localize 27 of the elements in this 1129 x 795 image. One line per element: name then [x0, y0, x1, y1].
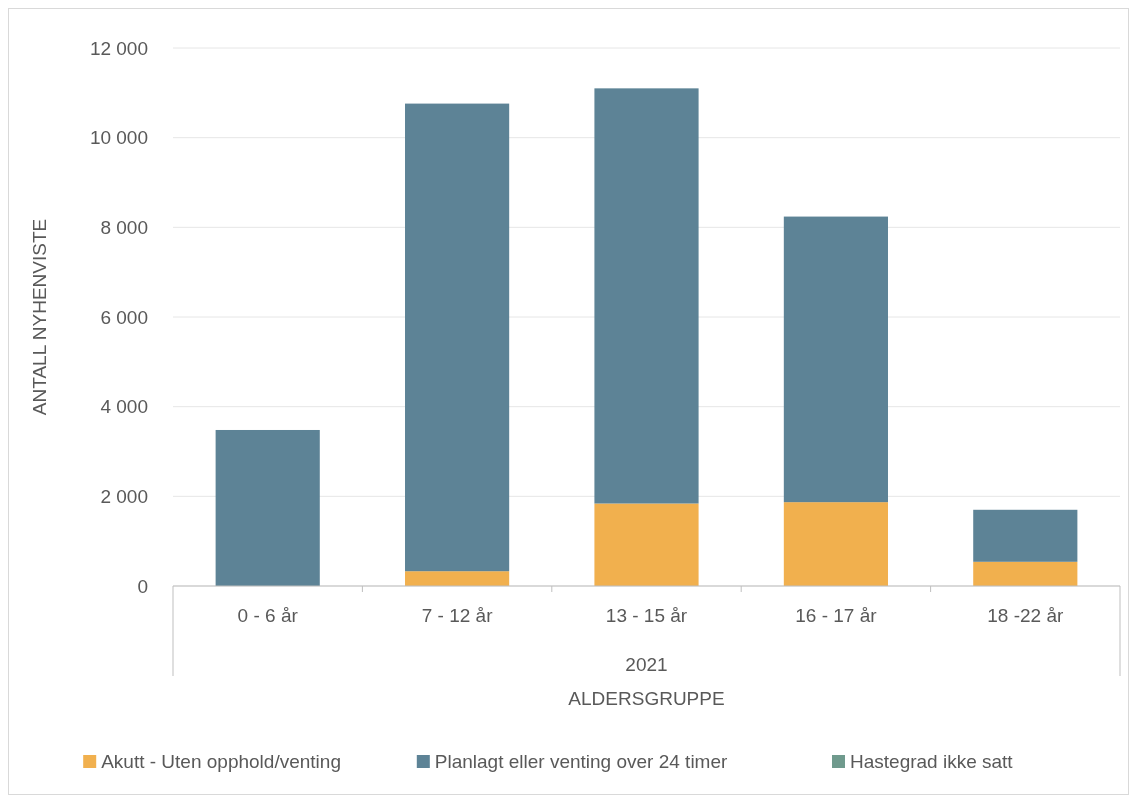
bar [405, 571, 510, 586]
bar [783, 216, 888, 503]
text: 2021 [625, 654, 668, 675]
bar [405, 103, 510, 572]
y-tick-label: 8 000 [100, 216, 148, 238]
x-tick-label: 16 - 17 år [795, 605, 878, 626]
y-tick-label: 2 000 [100, 485, 148, 507]
bar [973, 509, 1078, 562]
x-tick-label: 13 - 15 år [605, 605, 688, 626]
bar [973, 561, 1078, 586]
y-tick-label: 4 000 [100, 396, 148, 418]
legend-label: Planlagt eller venting over 24 timer [434, 751, 729, 772]
y-tick-label: 10 000 [89, 127, 148, 149]
x-tick-label: 18 -22 år [987, 605, 1064, 626]
legend-label: Akutt - Uten opphold/venting [101, 751, 341, 772]
x-tick-label: 0 - 6 år [237, 605, 299, 626]
x-tick-label: 7 - 12 år [421, 605, 494, 626]
legend-label: Hastegrad ikke satt [850, 751, 1014, 772]
y-tick-label: 0 [137, 575, 148, 597]
bar [215, 429, 320, 586]
y-tick-label: 6 000 [100, 306, 148, 328]
y-axis-title: ANTALL NYHENVISTE [29, 218, 50, 416]
bar [594, 88, 699, 504]
bar [783, 502, 888, 586]
x-axis-title: ALDERSGRUPPE [568, 688, 725, 709]
y-tick-label: 12 000 [89, 37, 148, 59]
bar [594, 503, 699, 586]
